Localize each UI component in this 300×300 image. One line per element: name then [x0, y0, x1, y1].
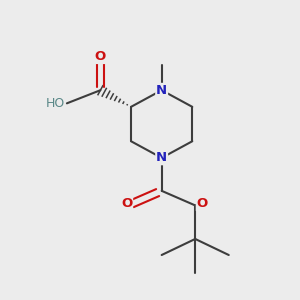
Text: O: O [95, 50, 106, 63]
Text: HO: HO [45, 97, 64, 110]
Text: N: N [156, 84, 167, 97]
Text: O: O [197, 197, 208, 211]
Text: O: O [121, 197, 132, 211]
Text: N: N [156, 152, 167, 164]
